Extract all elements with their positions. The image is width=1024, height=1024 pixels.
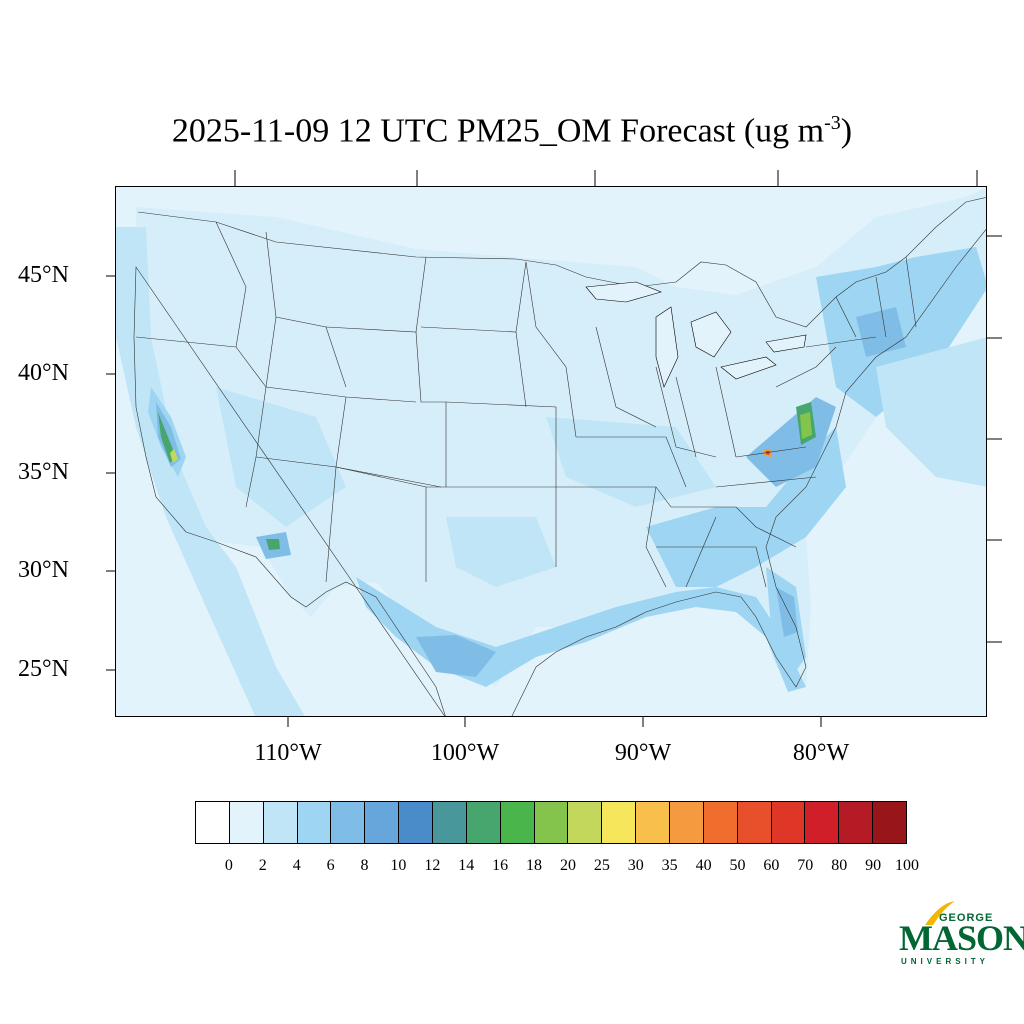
colorbar-label: 16	[492, 857, 509, 874]
texas-high	[416, 635, 496, 677]
gmu-logo: GEORGE MASON UNIVERSITY	[895, 895, 1024, 975]
colorbar-swatch	[365, 802, 400, 843]
colorbar-label: 2	[258, 857, 267, 874]
colorbar-label: 12	[424, 857, 441, 874]
colorbar-swatch	[805, 802, 840, 843]
colorbar-label: 4	[292, 857, 301, 874]
virginia-bright	[800, 412, 812, 439]
colorbar-label: 70	[797, 857, 814, 874]
colorbar-label: 60	[763, 857, 780, 874]
colorbar-label: 90	[865, 857, 882, 874]
logo-line1: GEORGE	[939, 912, 994, 924]
colorbar-swatch	[568, 802, 603, 843]
us-outline	[133, 197, 986, 716]
colorbar-swatch	[466, 802, 501, 843]
map-title: 2025-11-09 12 UTC PM25_OM Forecast (ug m…	[171, 112, 853, 150]
arizona-green	[266, 539, 280, 550]
boundaries	[133, 197, 986, 716]
colorbar-label: 20	[559, 857, 576, 874]
colorbar-swatch	[331, 802, 366, 843]
colorbar-swatch	[433, 802, 467, 843]
colorbar-label: 6	[326, 857, 335, 874]
map-canvas	[116, 187, 986, 716]
lon-label: 80°W	[792, 740, 850, 766]
colorbar-swatch	[196, 802, 230, 843]
lat-label: 40°N	[18, 360, 69, 386]
colorbar-label: 30	[627, 857, 644, 874]
colorbar-swatch	[839, 802, 874, 843]
colorbar-swatch	[771, 802, 806, 843]
lat-label: 45°N	[18, 262, 69, 288]
colorbar	[195, 801, 907, 844]
logo-swoosh-icon	[925, 901, 955, 925]
west-coast-plume	[116, 227, 305, 716]
florida-high	[776, 587, 798, 637]
colorbar-label: 0	[224, 857, 233, 874]
colorbar-label: 100	[895, 857, 919, 874]
lat-label: 25°N	[18, 656, 69, 682]
colorbar-label: 18	[526, 857, 543, 874]
colorbar-label: 14	[458, 857, 475, 874]
forecast-map	[115, 186, 987, 717]
colorbar-label: 40	[695, 857, 712, 874]
logo-line2: MASON	[899, 918, 1024, 958]
colorbar-swatch	[500, 802, 535, 843]
colorbar-swatch	[873, 802, 907, 843]
lon-label: 90°W	[614, 740, 672, 766]
colorbar-label: 25	[593, 857, 610, 874]
great-lakes	[585, 281, 807, 388]
colorbar-label: 50	[729, 857, 746, 874]
lon-label: 100°W	[430, 740, 500, 766]
rockies-patch	[216, 387, 346, 527]
colorbar-label: 10	[390, 857, 407, 874]
lat-label: 35°N	[18, 459, 69, 485]
colorbar-swatch	[297, 802, 332, 843]
colorbar-label: 35	[661, 857, 678, 874]
colorbar-swatch	[703, 802, 738, 843]
atlantic-offshore	[876, 337, 986, 487]
lon-label: 110°W	[254, 740, 322, 766]
midwest-patch	[546, 417, 716, 507]
colorbar-swatch	[534, 802, 569, 843]
northeast-high	[856, 307, 906, 357]
colorbar-label: 80	[831, 857, 848, 874]
plains-patch	[446, 517, 556, 587]
logo-line3: UNIVERSITY	[901, 957, 990, 966]
colorbar-label: 8	[360, 857, 369, 874]
colorbar-swatch	[602, 802, 637, 843]
colorbar-swatch	[399, 802, 434, 843]
california-yellow	[170, 449, 178, 463]
colorbar-swatch	[263, 802, 298, 843]
california-green	[158, 412, 176, 463]
colorbar-swatch	[636, 802, 671, 843]
california-high	[156, 402, 181, 467]
colorbar-swatch	[670, 802, 704, 843]
lat-label: 30°N	[18, 557, 69, 583]
colorbar-swatch	[737, 802, 772, 843]
colorbar-swatch	[229, 802, 264, 843]
